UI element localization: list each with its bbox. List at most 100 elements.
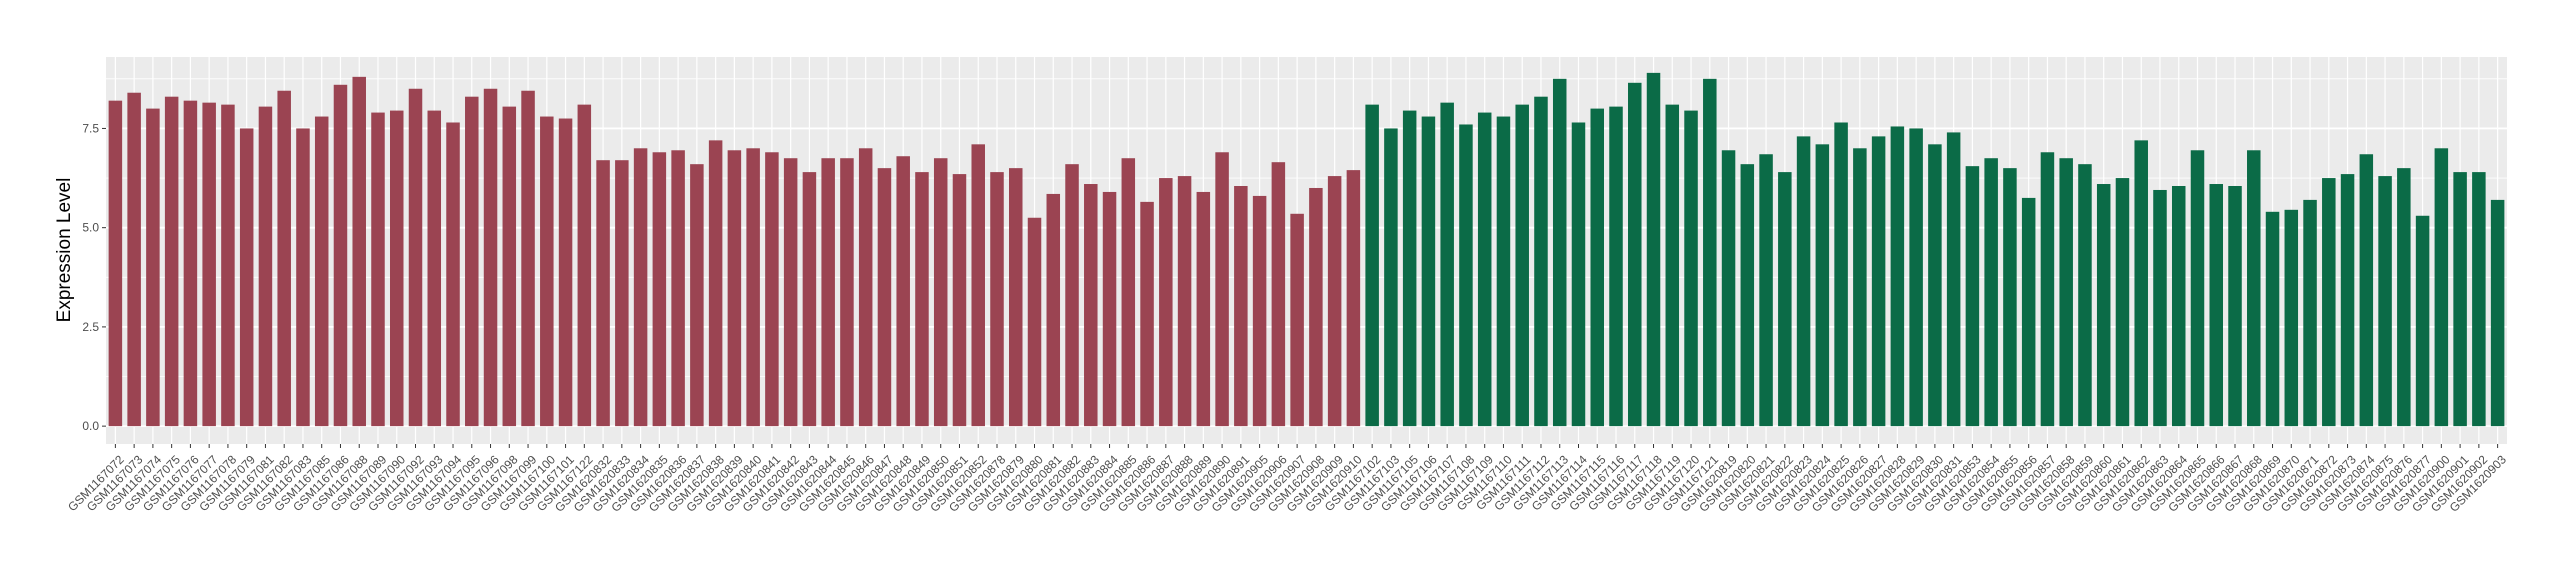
bar <box>352 76 366 427</box>
bar <box>2003 168 2017 427</box>
y-axis-label: Expression Level <box>54 178 75 323</box>
bar <box>108 100 123 427</box>
bar <box>1271 162 1286 427</box>
bar <box>1965 166 1980 427</box>
bar <box>1609 106 1623 427</box>
bar <box>1590 108 1604 427</box>
bar <box>2472 172 2486 427</box>
bar <box>2040 152 2055 427</box>
bar <box>933 158 948 427</box>
bar <box>2378 176 2392 427</box>
bar <box>483 88 498 427</box>
bar <box>802 172 817 427</box>
bar <box>277 90 291 427</box>
bar <box>221 104 235 427</box>
bar <box>1027 217 1042 427</box>
bar <box>2059 158 2073 427</box>
bar <box>239 128 254 427</box>
bar <box>1140 201 1154 427</box>
bar <box>1571 122 1586 427</box>
bar <box>1646 72 1661 427</box>
bar <box>1215 152 1229 427</box>
bar <box>1721 150 1736 427</box>
bar <box>1778 172 1792 427</box>
bar <box>258 106 273 427</box>
bar <box>502 106 517 427</box>
bar <box>1177 176 1192 427</box>
bar <box>1440 102 1454 427</box>
bar <box>2340 174 2355 427</box>
bar <box>371 112 385 427</box>
bar <box>2303 199 2317 427</box>
bar <box>671 150 685 427</box>
bar <box>1796 136 1811 427</box>
bar <box>2190 150 2205 427</box>
bar <box>1703 78 1717 427</box>
bar <box>446 122 460 427</box>
bar <box>2209 184 2224 427</box>
bar <box>1196 191 1211 427</box>
bar <box>877 168 892 427</box>
bar <box>1628 82 1642 427</box>
bar <box>746 148 760 427</box>
bar <box>1871 136 1886 427</box>
bar <box>1928 144 1942 427</box>
y-tick-label: 2.5 <box>82 320 99 334</box>
bar <box>202 102 216 427</box>
bar <box>596 160 610 427</box>
bar <box>1234 186 1248 427</box>
bar <box>896 156 910 427</box>
bar <box>1046 193 1061 427</box>
bar <box>296 128 310 427</box>
bar <box>1496 116 1511 427</box>
bar <box>2284 209 2299 427</box>
bar <box>465 96 479 427</box>
bar <box>1665 104 1680 427</box>
bar <box>1909 128 1923 427</box>
bar <box>915 172 929 427</box>
bar <box>314 116 329 427</box>
bar <box>2434 148 2449 427</box>
bar <box>1515 104 1529 427</box>
bar <box>2265 211 2280 427</box>
bar <box>2134 140 2148 427</box>
bar <box>2115 178 2130 427</box>
bar <box>2021 197 2036 427</box>
bar <box>1815 144 1830 427</box>
bar <box>633 148 648 427</box>
bar <box>1065 164 1079 427</box>
bar <box>2322 178 2336 427</box>
bar <box>858 148 873 427</box>
bar <box>1984 158 1998 427</box>
bar <box>971 144 985 427</box>
bar <box>1102 191 1117 427</box>
bar <box>2397 168 2411 427</box>
bar <box>1421 116 1436 427</box>
bar <box>558 118 573 427</box>
y-tick-label: 0.0 <box>82 419 99 433</box>
bar <box>427 110 442 427</box>
y-tick-label: 5.0 <box>82 221 99 235</box>
bar <box>990 172 1004 427</box>
bar <box>2359 154 2374 427</box>
bar <box>2415 215 2430 427</box>
bar <box>1252 195 1267 427</box>
bar <box>2228 186 2242 427</box>
bar <box>1365 104 1379 427</box>
bar <box>127 92 141 427</box>
bar <box>2078 164 2092 427</box>
bar <box>1159 178 1173 427</box>
bar <box>1740 164 1755 427</box>
bar <box>2453 172 2467 427</box>
bar <box>727 150 742 427</box>
y-tick-label: 7.5 <box>82 121 99 135</box>
bar <box>577 104 592 427</box>
bar <box>652 152 667 427</box>
bar <box>615 160 629 427</box>
bar <box>1834 122 1848 427</box>
bar <box>2247 150 2261 427</box>
bar <box>783 158 798 427</box>
bar <box>1759 154 1773 427</box>
bar <box>1346 170 1361 427</box>
